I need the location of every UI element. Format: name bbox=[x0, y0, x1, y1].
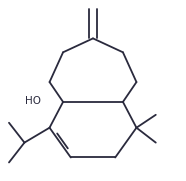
Text: HO: HO bbox=[25, 96, 41, 106]
